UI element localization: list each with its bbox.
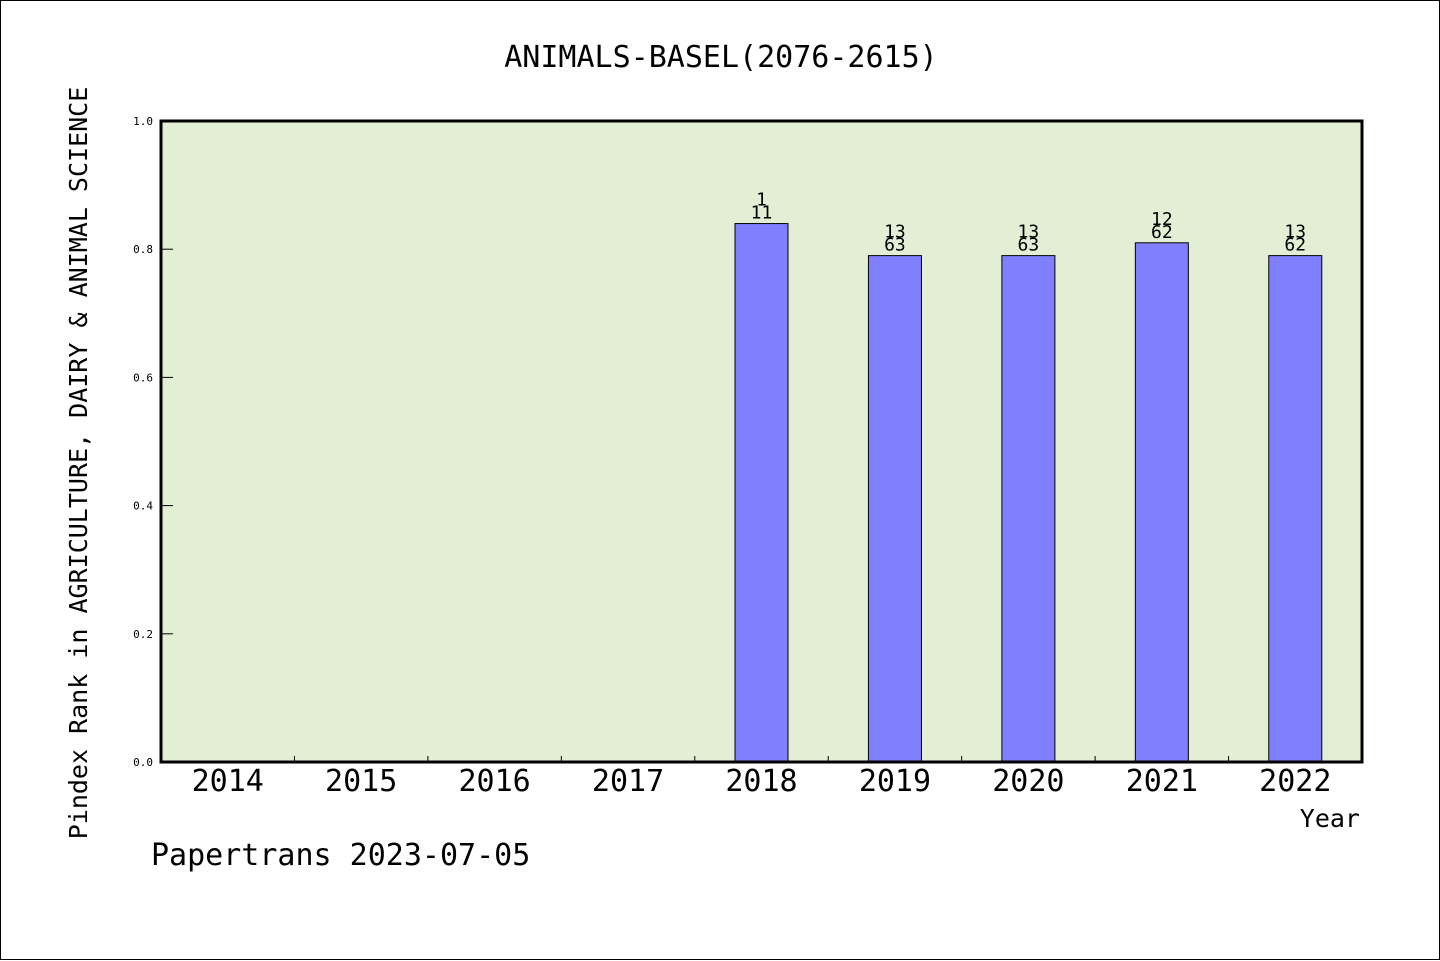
bar-label-numerator: 13: [884, 222, 906, 243]
y-axis-label: Pindex Rank in AGRICULTURE, DAIRY & ANIM…: [64, 87, 93, 840]
footer-credit: Papertrans 2023-07-05: [151, 838, 530, 873]
bar-label-numerator: 13: [1284, 222, 1306, 243]
x-tick-label: 2015: [325, 764, 397, 799]
plot-border: [159, 119, 1364, 764]
y-tick-label: 0.6: [133, 371, 153, 384]
bar-label-denominator: 63: [1018, 235, 1040, 256]
y-tick-label: 0.2: [133, 628, 153, 641]
bar: [867, 255, 922, 763]
bar: [1134, 242, 1189, 763]
x-tick-label: 2018: [725, 764, 797, 799]
x-tick-label: 2020: [992, 764, 1064, 799]
bar: [1001, 255, 1056, 763]
bar-label-denominator: 63: [884, 235, 906, 256]
x-tick-label: 2022: [1259, 764, 1331, 799]
y-axis-ticks: 0.0 0.2 0.4 0.6 0.8 1.0: [133, 115, 173, 769]
x-tick-label: 2019: [859, 764, 931, 799]
chart-title: ANIMALS-BASEL(2076-2615): [504, 40, 937, 75]
bar-label-denominator: 62: [1151, 222, 1173, 243]
x-tick-label: 2021: [1126, 764, 1198, 799]
bar-label-numerator: 13: [1018, 222, 1040, 243]
x-tick-label: 2014: [192, 764, 264, 799]
y-tick-label: 1.0: [133, 115, 153, 128]
y-tick-label: 0.0: [133, 756, 153, 769]
y-tick-label: 0.4: [133, 500, 153, 513]
bar: [734, 223, 789, 763]
bar: [1268, 255, 1323, 763]
x-tick-label: 2016: [458, 764, 530, 799]
bar-label-numerator: 1: [756, 190, 767, 211]
x-axis-label: Year: [1300, 804, 1360, 833]
bar-label-denominator: 62: [1284, 235, 1306, 256]
bar-label-numerator: 12: [1151, 209, 1173, 230]
x-axis-ticks: 2014 2015 2016 2017 2018 2019 2020 2021 2022: [192, 756, 1331, 799]
x-tick-label: 2017: [592, 764, 664, 799]
y-tick-label: 0.8: [133, 243, 153, 256]
bar-label-denominator: 11: [751, 203, 773, 224]
